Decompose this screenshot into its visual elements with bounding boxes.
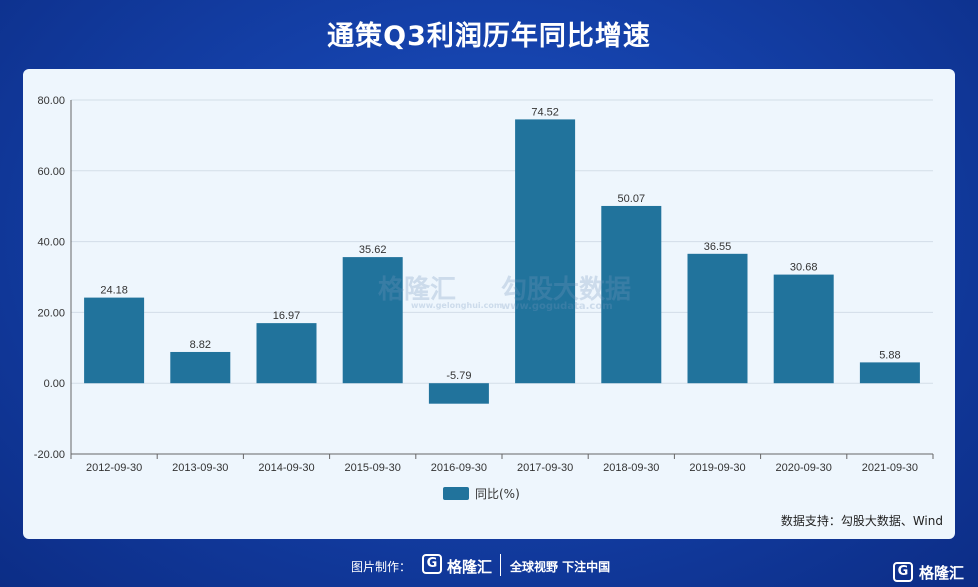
bar (170, 351, 231, 384)
y-tick-label: -20.00 (34, 449, 65, 461)
y-tick-label: 80.00 (37, 95, 65, 107)
bar (859, 362, 920, 384)
footer-brand: 格隆汇 (447, 558, 493, 576)
legend-label[interactable]: 同比(%) (475, 487, 520, 501)
y-tick-label: 40.00 (37, 237, 65, 249)
footer-divider (500, 554, 501, 576)
x-tick-label: 2017-09-30 (517, 462, 573, 474)
bar (687, 253, 748, 384)
watermark-data-url: www.gogudata.com (501, 301, 613, 312)
bar-value-label: 35.62 (359, 244, 387, 256)
bar (515, 119, 576, 384)
x-tick-label: 2020-09-30 (776, 462, 832, 474)
bar-chart: 80.00 60.00 40.00 20.00 0.00 -20.00 24.18 2012-… (34, 95, 934, 501)
footer-slogan: 全球视野 下注中国 (510, 560, 611, 574)
page-title: 通策Q3利润历年同比增速 (327, 21, 651, 52)
y-tick-label: 20.00 (37, 307, 65, 319)
x-tick-label: 2014-09-30 (258, 462, 314, 474)
bar (342, 257, 403, 384)
bar-value-label: 8.82 (190, 339, 211, 351)
bar (773, 274, 834, 384)
y-tick-label: 0.00 (44, 378, 65, 390)
bar-value-label: 24.18 (100, 285, 128, 297)
bar (601, 205, 662, 384)
chart-card: 80.00 60.00 40.00 20.00 0.00 -20.00 24.18 2012-… (23, 69, 955, 539)
bar (84, 297, 145, 384)
bar-value-label: 50.07 (618, 193, 646, 205)
legend-swatch[interactable] (443, 487, 469, 500)
x-tick-label: 2021-09-30 (862, 462, 918, 474)
corner-logo-icon: G (892, 562, 913, 582)
x-tick-label: 2013-09-30 (172, 462, 228, 474)
bar (428, 383, 489, 404)
y-tick-label: 60.00 (37, 166, 65, 178)
data-source: 数据支持：勾股大数据、Wind (780, 514, 943, 528)
watermark-brand-url: www.gelonghui.com (411, 301, 503, 310)
x-tick-label: 2016-09-30 (431, 462, 487, 474)
x-tick-label: 2012-09-30 (86, 462, 142, 474)
watermark-brand: 格隆汇 (378, 275, 457, 305)
bar-value-label: 74.52 (531, 106, 559, 118)
x-tick-label: 2019-09-30 (689, 462, 745, 474)
bar-value-label: 16.97 (273, 310, 301, 322)
bar-value-label: -5.79 (446, 370, 471, 382)
bar-value-label: 30.68 (790, 262, 818, 274)
footer: 图片制作： G 格隆汇 全球视野 下注中国 (0, 551, 978, 581)
x-tick-label: 2018-09-30 (603, 462, 659, 474)
corner-logo: G 格隆汇 (892, 562, 964, 583)
x-tick-label: 2015-09-30 (345, 462, 401, 474)
corner-brand: 格隆汇 (918, 564, 964, 582)
watermark-data: 勾股大数据 (501, 275, 632, 305)
footer-made-by: 图片制作： (351, 560, 412, 574)
bar-value-label: 5.88 (879, 349, 900, 361)
bar (256, 323, 317, 384)
footer-logo-icon: G (422, 554, 442, 574)
bar-value-label: 36.55 (704, 241, 732, 253)
